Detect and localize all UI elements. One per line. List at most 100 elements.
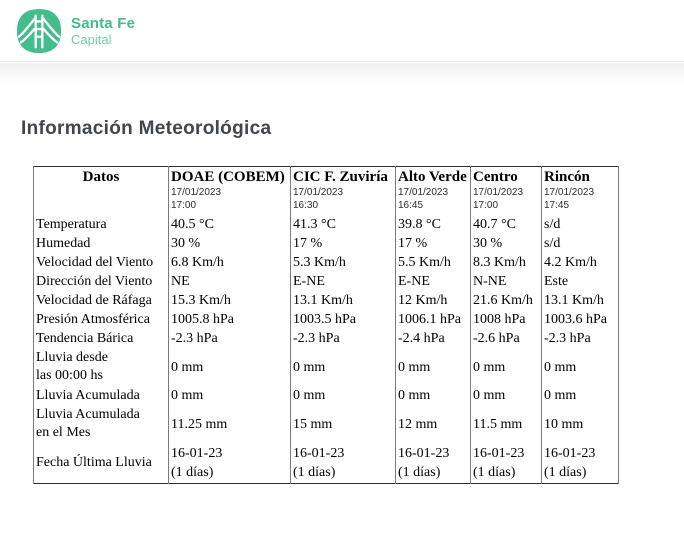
station-date: 17/01/2023: [473, 187, 524, 199]
header-shadow: [0, 63, 684, 85]
station-date: 17/01/2023: [171, 187, 222, 199]
cell-value: 16-01-23 (1 días): [395, 443, 471, 484]
cell-value: -2.3 hPa: [541, 329, 619, 349]
station-name: DOAE (COBEM): [171, 169, 285, 185]
cell-value: 39.8 °C: [395, 215, 471, 235]
cell-value: 1003.5 hPa: [290, 310, 396, 330]
cell-value: 5.3 Km/h: [290, 253, 396, 273]
cell-value: 17 %: [290, 234, 396, 254]
cell-value: 0 mm: [395, 348, 471, 387]
cell-value: -2.4 hPa: [395, 329, 471, 349]
cell-value: 0 mm: [168, 348, 291, 387]
column-header-station: Centro 17/01/2023 17:00: [470, 166, 542, 216]
brand-name: Santa Fe: [71, 15, 136, 33]
cell-value: 13.1 Km/h: [290, 291, 396, 311]
cell-value: 15.3 Km/h: [168, 291, 291, 311]
cell-value: -2.3 hPa: [168, 329, 291, 349]
cell-value: 8.3 Km/h: [470, 253, 542, 273]
column-header-station: DOAE (COBEM) 17/01/2023 17:00: [168, 166, 291, 216]
table-row: Velocidad de Ráfaga 15.3 Km/h 13.1 Km/h …: [33, 291, 619, 311]
station-time: 17:00: [171, 199, 197, 211]
row-label: Temperatura: [33, 215, 169, 235]
cell-value: Este: [541, 272, 619, 292]
cell-value: 21.6 Km/h: [470, 291, 542, 311]
column-header-station: CIC F. Zuviría 17/01/2023 16:30: [290, 166, 396, 216]
table-row: Fecha Última Lluvia 16-01-23 (1 días) 16…: [33, 443, 619, 484]
row-label: Lluvia Acumulada: [33, 386, 169, 406]
cell-value: 0 mm: [470, 348, 542, 387]
cell-value: 13.1 Km/h: [541, 291, 619, 311]
cell-value: E-NE: [290, 272, 396, 292]
cell-value: N-NE: [470, 272, 542, 292]
row-label: Humedad: [33, 234, 169, 254]
weather-stations-table: Datos DOAE (COBEM) 17/01/2023 17:00 CIC …: [33, 166, 619, 485]
row-label: Velocidad del Viento: [33, 253, 169, 273]
table-row: Lluvia desde las 00:00 hs 0 mm 0 mm 0 mm…: [33, 348, 619, 387]
cell-value: -2.6 hPa: [470, 329, 542, 349]
cell-value: 40.5 °C: [168, 215, 291, 235]
row-label: Lluvia Acumulada en el Mes: [33, 405, 169, 444]
cell-value: 16-01-23 (1 días): [168, 443, 291, 484]
cell-value: 16-01-23 (1 días): [290, 443, 396, 484]
table-header-row: Datos DOAE (COBEM) 17/01/2023 17:00 CIC …: [33, 166, 619, 216]
cell-value: 0 mm: [168, 386, 291, 406]
station-date: 17/01/2023: [398, 187, 449, 199]
cell-value: 12 Km/h: [395, 291, 471, 311]
cell-value: 15 mm: [290, 405, 396, 444]
row-label: Dirección del Viento: [33, 272, 169, 292]
cell-value: 11.25 mm: [168, 405, 291, 444]
column-header-datos: Datos: [33, 166, 169, 216]
cell-value: 1005.8 hPa: [168, 310, 291, 330]
page-title: Información Meteorológica: [21, 118, 272, 139]
station-time: 17:45: [544, 199, 570, 211]
cell-value: 16-01-23 (1 días): [470, 443, 542, 484]
cell-value: 0 mm: [395, 386, 471, 406]
cell-value: 12 mm: [395, 405, 471, 444]
cell-value: 0 mm: [541, 348, 619, 387]
cell-value: s/d: [541, 234, 619, 254]
cell-value: 1008 hPa: [470, 310, 542, 330]
column-header-station: Rincón 17/01/2023 17:45: [541, 166, 619, 216]
station-date: 17/01/2023: [544, 187, 595, 199]
cell-value: 16-01-23 (1 días): [541, 443, 619, 484]
table-row: Presión Atmosférica 1005.8 hPa 1003.5 hP…: [33, 310, 619, 330]
station-name: Alto Verde: [398, 169, 467, 185]
cell-value: 30 %: [168, 234, 291, 254]
station-name: CIC F. Zuviría: [293, 169, 388, 185]
cell-value: 41.3 °C: [290, 215, 396, 235]
table-row: Temperatura 40.5 °C 41.3 °C 39.8 °C 40.7…: [33, 215, 619, 235]
cell-value: -2.3 hPa: [290, 329, 396, 349]
cell-value: 0 mm: [290, 386, 396, 406]
brand-text: Santa Fe Capital: [71, 14, 135, 46]
cell-value: 6.8 Km/h: [168, 253, 291, 273]
table-row: Dirección del Viento NE E-NE E-NE N-NE E…: [33, 272, 619, 292]
table-row: Velocidad del Viento 6.8 Km/h 5.3 Km/h 5…: [33, 253, 619, 273]
top-header-bar: Santa Fe Capital: [0, 0, 684, 85]
row-label: Presión Atmosférica: [33, 310, 169, 330]
cell-value: 10 mm: [541, 405, 619, 444]
station-time: 16:30: [293, 199, 319, 211]
cell-value: E-NE: [395, 272, 471, 292]
cell-value: NE: [168, 272, 291, 292]
row-label: Tendencia Bárica: [33, 329, 169, 349]
station-time: 17:00: [473, 199, 499, 211]
cell-value: 1006.1 hPa: [395, 310, 471, 330]
cell-value: 0 mm: [541, 386, 619, 406]
table-row: Lluvia Acumulada 0 mm 0 mm 0 mm 0 mm 0 m…: [33, 386, 619, 406]
station-date: 17/01/2023: [293, 187, 344, 199]
station-name: Rincón: [544, 169, 590, 185]
cell-value: 17 %: [395, 234, 471, 254]
cell-value: 5.5 Km/h: [395, 253, 471, 273]
cell-value: 30 %: [470, 234, 542, 254]
column-header-station: Alto Verde 17/01/2023 16:45: [395, 166, 471, 216]
santa-fe-capital-logo[interactable]: Santa Fe Capital: [16, 8, 135, 54]
cell-value: 0 mm: [290, 348, 396, 387]
row-label: Fecha Última Lluvia: [33, 443, 169, 484]
bridge-icon: [16, 8, 62, 53]
cell-value: 40.7 °C: [470, 215, 542, 235]
station-name: Centro: [473, 169, 518, 185]
cell-value: 4.2 Km/h: [541, 253, 619, 273]
station-time: 16:45: [398, 199, 424, 211]
table-row: Humedad 30 % 17 % 17 % 30 % s/d: [33, 234, 619, 254]
row-label: Velocidad de Ráfaga: [33, 291, 169, 311]
